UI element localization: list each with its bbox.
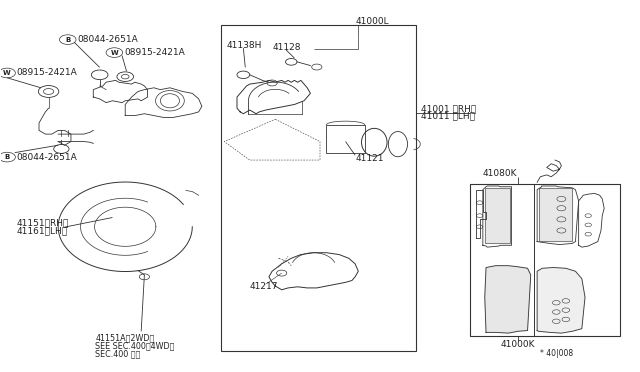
Text: SEE SEC.400も4WDゃ: SEE SEC.400も4WDゃ — [95, 341, 175, 350]
Text: 41080K: 41080K — [483, 169, 517, 177]
Text: 41151〈RH〉: 41151〈RH〉 — [17, 219, 69, 228]
Bar — [470, 184, 620, 336]
Text: 41121: 41121 — [355, 154, 383, 163]
Polygon shape — [484, 266, 531, 333]
Text: 08915-2421A: 08915-2421A — [124, 48, 185, 57]
Text: B: B — [4, 154, 10, 160]
Text: SEC.400 参照: SEC.400 参照 — [95, 350, 140, 359]
Polygon shape — [539, 188, 572, 241]
Text: 41001 〈RH〉: 41001 〈RH〉 — [421, 105, 476, 114]
Bar — [221, 25, 416, 351]
Polygon shape — [537, 267, 585, 333]
Polygon shape — [484, 188, 510, 243]
Text: 41161〈LH〉: 41161〈LH〉 — [17, 227, 68, 236]
Text: 41128: 41128 — [272, 42, 301, 51]
Text: 41011 〈LH〉: 41011 〈LH〉 — [421, 112, 475, 121]
Text: * 40|008: * 40|008 — [540, 349, 573, 358]
Text: 08044-2651A: 08044-2651A — [17, 153, 77, 161]
Text: 41000L: 41000L — [355, 17, 388, 26]
Text: 41138H: 41138H — [226, 41, 262, 50]
Text: 41217: 41217 — [250, 282, 278, 291]
Text: W: W — [3, 70, 11, 76]
Text: 08044-2651A: 08044-2651A — [77, 35, 138, 44]
Text: 08915-2421A: 08915-2421A — [17, 68, 77, 77]
Text: B: B — [65, 36, 70, 43]
Text: W: W — [111, 49, 118, 55]
Bar — [326, 125, 365, 153]
Text: 41000K: 41000K — [500, 340, 535, 349]
Text: 41151Aも2WDゃ: 41151Aも2WDゃ — [95, 333, 154, 343]
